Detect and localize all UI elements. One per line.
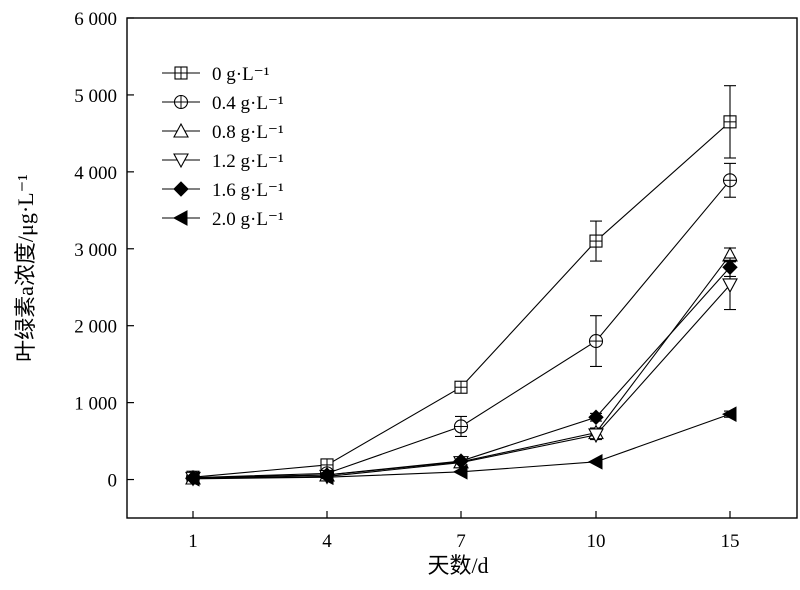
data-point bbox=[184, 470, 200, 487]
x-axis: 1 4 7 10 15 bbox=[188, 511, 740, 552]
legend-label: 0 g·L⁻¹ bbox=[212, 64, 270, 85]
data-point bbox=[723, 115, 737, 129]
data-point bbox=[721, 406, 737, 422]
y-axis-title: 叶绿素a浓度/μg·L⁻¹ bbox=[13, 174, 38, 362]
x-tick-label: 4 bbox=[322, 531, 332, 552]
series-5 bbox=[184, 406, 737, 487]
legend-marker bbox=[172, 210, 188, 226]
x-tick-label: 15 bbox=[721, 531, 740, 552]
series-line bbox=[192, 254, 731, 479]
data-point bbox=[453, 419, 469, 434]
data-point bbox=[588, 409, 604, 425]
legend-marker bbox=[173, 153, 189, 169]
legend-item: 1.6 g·L⁻¹ bbox=[162, 180, 284, 201]
legend: 0 g·L⁻¹ 0.4 g·L⁻¹ 0.8 g·L⁻¹ 1.2 g·L⁻¹ 1.6 g·… bbox=[162, 64, 284, 230]
data-point bbox=[588, 334, 604, 349]
data-point bbox=[454, 380, 468, 394]
y-tick-label: 2 000 bbox=[74, 317, 117, 338]
legend-label: 2.0 g·L⁻¹ bbox=[212, 209, 284, 230]
legend-marker bbox=[173, 94, 189, 110]
data-point bbox=[588, 428, 604, 444]
legend-label: 1.6 g·L⁻¹ bbox=[212, 180, 284, 201]
y-tick-label: 5 000 bbox=[74, 86, 117, 107]
data-point bbox=[722, 259, 738, 275]
legend-item: 0.4 g·L⁻¹ bbox=[162, 93, 284, 114]
data-point bbox=[722, 278, 738, 294]
legend-marker bbox=[173, 181, 189, 197]
x-tick-label: 1 bbox=[188, 531, 198, 552]
legend-item: 2.0 g·L⁻¹ bbox=[162, 209, 284, 230]
data-point bbox=[452, 464, 468, 480]
legend-marker bbox=[174, 66, 188, 80]
x-tick-label: 7 bbox=[456, 531, 466, 552]
x-axis-title: 天数/d bbox=[427, 553, 488, 578]
legend-item: 1.2 g·L⁻¹ bbox=[162, 151, 284, 172]
series-layer bbox=[184, 85, 738, 487]
y-tick-label: 3 000 bbox=[74, 240, 117, 261]
legend-label: 0.8 g·L⁻¹ bbox=[212, 122, 284, 143]
data-point bbox=[587, 454, 603, 470]
series-line bbox=[192, 266, 731, 479]
y-tick-label: 1 000 bbox=[74, 394, 117, 415]
series-3 bbox=[185, 259, 738, 487]
y-tick-label: 0 bbox=[108, 471, 118, 492]
legend-marker bbox=[173, 122, 189, 138]
series-2 bbox=[185, 246, 738, 485]
legend-label: 0.4 g·L⁻¹ bbox=[212, 93, 284, 114]
data-point bbox=[722, 173, 738, 188]
legend-item: 0.8 g·L⁻¹ bbox=[162, 122, 284, 143]
y-tick-label: 6 000 bbox=[74, 9, 117, 30]
y-axis: 0 1 000 2 000 3 000 4 000 5 000 6 000 bbox=[74, 9, 134, 492]
data-point bbox=[318, 469, 334, 486]
y-tick-label: 4 000 bbox=[74, 163, 117, 184]
plot-frame bbox=[126, 17, 798, 519]
legend-item: 0 g·L⁻¹ bbox=[162, 64, 270, 85]
legend-label: 1.2 g·L⁻¹ bbox=[212, 151, 284, 172]
data-point bbox=[589, 234, 603, 248]
series-4 bbox=[185, 257, 738, 486]
x-tick-label: 10 bbox=[587, 531, 606, 552]
plot-area bbox=[126, 17, 798, 519]
